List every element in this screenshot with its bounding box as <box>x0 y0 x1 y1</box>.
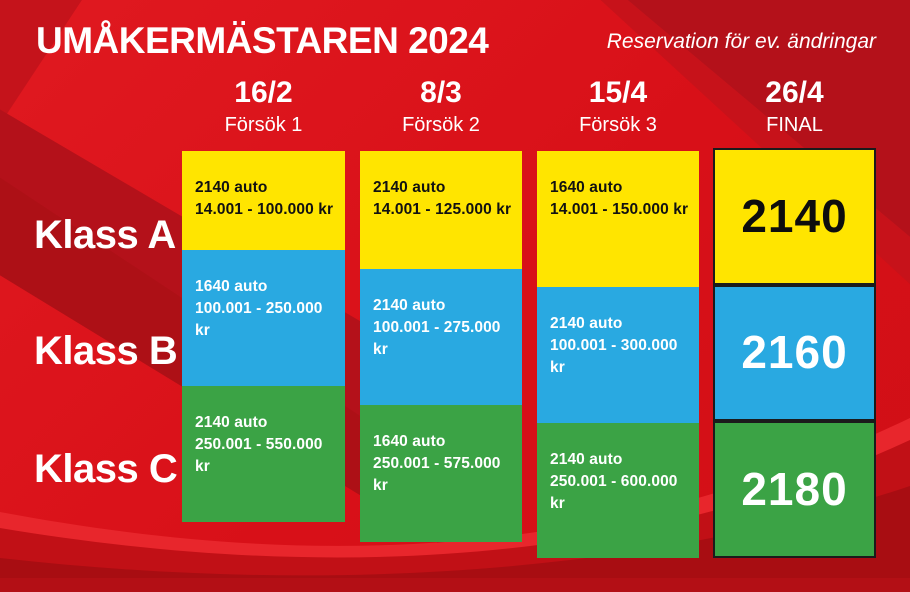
block-final-klass-a: 2140 <box>713 148 876 285</box>
block-forsok2-klass-b: 2140 auto 100.001 - 275.000 kr <box>360 269 522 405</box>
column-subtitle: Försök 3 <box>579 114 657 136</box>
column-header-final: 26/4 FINAL <box>713 76 876 137</box>
block-forsok2-klass-a: 2140 auto 14.001 - 125.000 kr <box>360 151 522 269</box>
block-forsok3-klass-c: 2140 auto 250.001 - 600.000 kr <box>537 423 699 558</box>
block-race-type: 2140 auto <box>550 451 623 468</box>
block-prize-range: 250.001 - 575.000 kr <box>373 455 501 494</box>
block-race-type: 1640 auto <box>373 433 446 450</box>
block-prize-range: 14.001 - 100.000 kr <box>195 201 334 218</box>
block-forsok3-klass-a: 1640 auto 14.001 - 150.000 kr <box>537 151 699 287</box>
block-final-klass-c: 2180 <box>713 421 876 558</box>
block-race-type: 2140 auto <box>373 179 446 196</box>
block-prize-range: 250.001 - 600.000 kr <box>550 473 678 512</box>
final-distance-value: 2140 <box>741 189 848 242</box>
column-header-forsok-3: 15/4 Försök 3 <box>537 76 699 137</box>
column-date: 16/2 <box>234 76 293 109</box>
block-forsok1-klass-a: 2140 auto 14.001 - 100.000 kr <box>182 151 345 250</box>
block-prize-range: 14.001 - 125.000 kr <box>373 201 512 218</box>
block-final-klass-b: 2160 <box>713 285 876 421</box>
block-forsok1-klass-b: 1640 auto 100.001 - 250.000 kr <box>182 250 345 386</box>
block-prize-range: 14.001 - 150.000 kr <box>550 201 689 218</box>
block-race-type: 2140 auto <box>373 297 446 314</box>
column-subtitle: Försök 1 <box>224 114 303 136</box>
column-subtitle: Försök 2 <box>402 114 480 136</box>
column-header-forsok-2: 8/3 Försök 2 <box>360 76 522 137</box>
block-prize-range: 100.001 - 300.000 kr <box>550 337 678 376</box>
row-label-klass-c: Klass C <box>34 447 178 491</box>
disclaimer-text: Reservation för ev. ändringar <box>606 30 876 53</box>
final-distance-value: 2160 <box>741 326 848 379</box>
block-forsok2-klass-c: 1640 auto 250.001 - 575.000 kr <box>360 405 522 542</box>
block-prize-range: 250.001 - 550.000 kr <box>195 436 323 475</box>
column-date: 8/3 <box>420 76 462 109</box>
final-distance-value: 2180 <box>741 462 848 515</box>
column-date: 26/4 <box>765 76 824 109</box>
row-label-klass-a: Klass A <box>34 213 176 257</box>
block-prize-range: 100.001 - 250.000 kr <box>195 300 323 339</box>
block-race-type: 2140 auto <box>195 414 268 431</box>
page-title: UMÅKERMÄSTAREN 2024 <box>36 20 489 61</box>
block-forsok1-klass-c: 2140 auto 250.001 - 550.000 kr <box>182 386 345 522</box>
block-race-type: 1640 auto <box>550 179 623 196</box>
row-label-klass-b: Klass B <box>34 329 178 373</box>
column-subtitle: FINAL <box>766 114 823 136</box>
column-header-forsok-1: 16/2 Försök 1 <box>182 76 345 137</box>
block-forsok3-klass-b: 2140 auto 100.001 - 300.000 kr <box>537 287 699 423</box>
block-race-type: 2140 auto <box>550 315 623 332</box>
block-race-type: 1640 auto <box>195 278 268 295</box>
block-prize-range: 100.001 - 275.000 kr <box>373 319 501 358</box>
block-race-type: 2140 auto <box>195 179 268 196</box>
column-date: 15/4 <box>588 76 648 109</box>
